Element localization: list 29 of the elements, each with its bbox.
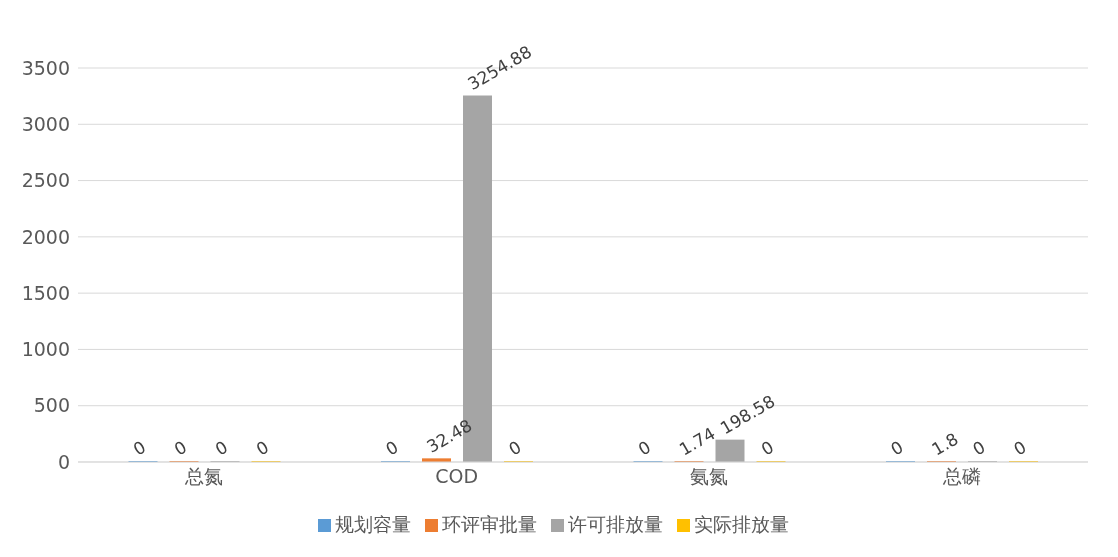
y-tick-label: 0 xyxy=(57,450,70,473)
legend-label: 规划容量 xyxy=(333,512,411,537)
x-tick-label: 总氮 xyxy=(184,465,224,488)
data-label: 0 xyxy=(757,436,778,460)
data-label: 1.8 xyxy=(928,428,962,460)
data-label: 0 xyxy=(211,436,232,460)
data-label: 1.74 xyxy=(675,423,719,460)
data-label: 0 xyxy=(634,436,655,460)
legend-label: 许可排放量 xyxy=(566,512,663,537)
data-label: 0 xyxy=(887,436,907,460)
data-label: 0 xyxy=(1010,436,1030,460)
data-label: 0 xyxy=(505,436,525,460)
y-tick-label: 2000 xyxy=(21,225,70,248)
x-tick-label: 氨氮 xyxy=(690,465,729,488)
x-tick-label: COD xyxy=(435,465,479,488)
data-label: 0 xyxy=(252,436,273,460)
y-tick-label: 500 xyxy=(33,394,70,417)
data-label: 0 xyxy=(382,436,402,460)
legend-label: 实际排放量 xyxy=(692,512,789,537)
y-tick-label: 3000 xyxy=(21,113,70,136)
y-tick-label: 2500 xyxy=(21,169,70,192)
x-tick-label: 总磷 xyxy=(941,465,981,488)
data-label: 0 xyxy=(969,436,989,460)
legend-label: 环评审批量 xyxy=(440,512,537,537)
data-label: 0 xyxy=(129,436,150,460)
data-label: 0 xyxy=(170,436,191,460)
y-tick-label: 1000 xyxy=(21,338,70,361)
y-tick-label: 1500 xyxy=(21,281,70,304)
y-tick-label: 3500 xyxy=(21,56,70,79)
